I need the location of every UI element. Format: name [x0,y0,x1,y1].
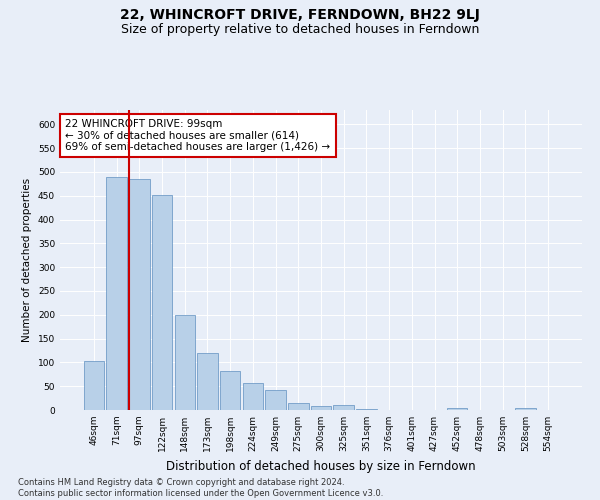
Bar [152,195,172,410]
Text: Contains HM Land Registry data © Crown copyright and database right 2024.
Contai: Contains HM Land Registry data © Crown c… [18,478,383,498]
Bar [84,361,104,410]
Text: 22 WHINCROFT DRIVE: 99sqm
← 30% of detached houses are smaller (614)
69% of semi: 22 WHINCROFT DRIVE: 99sqm ← 30% of detac… [65,119,331,152]
Text: Size of property relative to detached houses in Ferndown: Size of property relative to detached ho… [121,22,479,36]
Bar [220,371,241,410]
Bar [265,390,286,410]
Bar [175,315,195,410]
Text: 22, WHINCROFT DRIVE, FERNDOWN, BH22 9LJ: 22, WHINCROFT DRIVE, FERNDOWN, BH22 9LJ [120,8,480,22]
Bar [356,409,377,410]
Y-axis label: Number of detached properties: Number of detached properties [22,178,32,342]
Bar [311,406,331,410]
Bar [242,383,263,410]
Bar [447,408,467,410]
Bar [106,176,127,410]
Bar [197,353,218,410]
Bar [515,408,536,410]
Bar [334,405,354,410]
X-axis label: Distribution of detached houses by size in Ferndown: Distribution of detached houses by size … [166,460,476,472]
Bar [129,179,149,410]
Bar [288,403,308,410]
